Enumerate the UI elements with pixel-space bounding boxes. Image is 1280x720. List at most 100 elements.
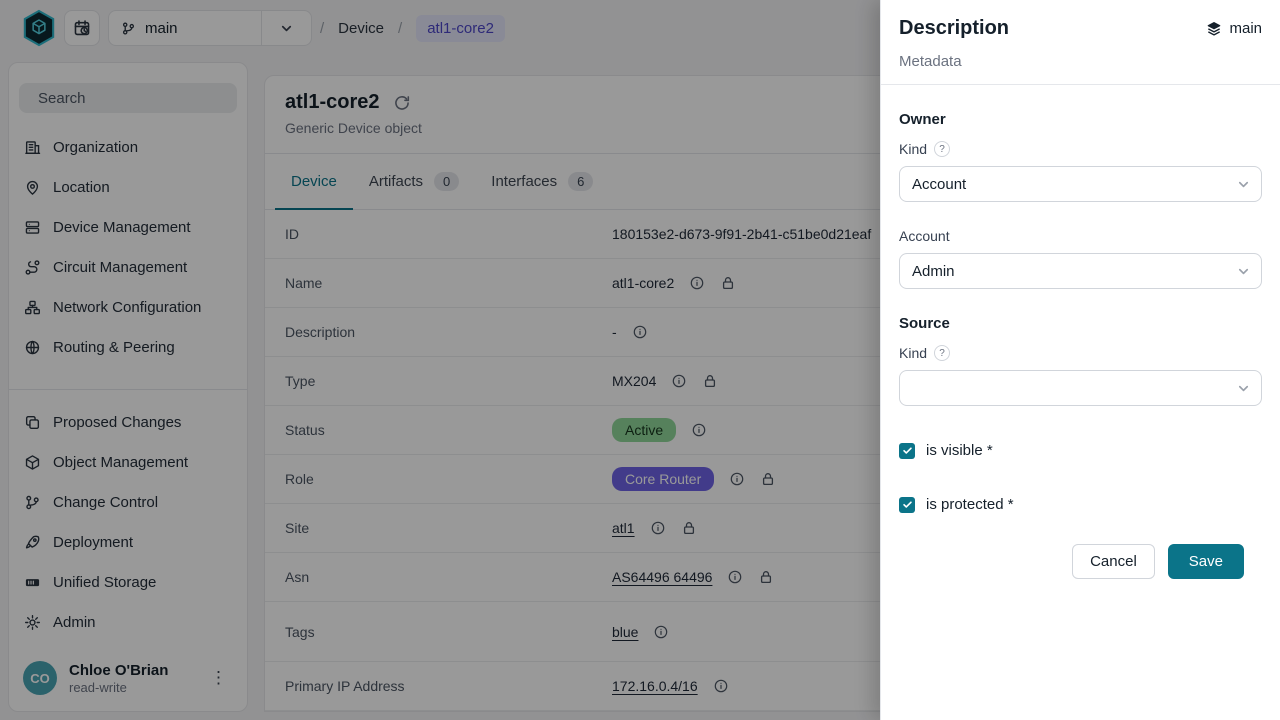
save-button[interactable]: Save <box>1167 544 1244 579</box>
owner-kind-select[interactable]: Account <box>899 166 1262 202</box>
table-row: Tags blue <box>265 602 1279 662</box>
sidebar-item-label: Object Management <box>53 453 189 471</box>
drawer-branch-label: main <box>1229 20 1262 37</box>
sidebar-item-location[interactable]: Location <box>9 167 247 207</box>
sidebar-item-unified-storage[interactable]: Unified Storage <box>9 562 247 602</box>
checkbox-checked-icon[interactable] <box>899 496 915 513</box>
sidebar-item-proposed-changes[interactable]: Proposed Changes <box>9 402 247 442</box>
cube-icon <box>25 454 40 470</box>
is-visible-checkbox-row[interactable]: is visible * <box>899 442 1262 459</box>
sidebar-item-circuit-management[interactable]: Circuit Management <box>9 247 247 287</box>
sidebar-item-organization[interactable]: Organization <box>9 127 247 167</box>
info-icon[interactable] <box>671 373 687 389</box>
breadcrumb-parent[interactable]: Device <box>338 19 385 37</box>
site-link[interactable]: atl1 <box>612 520 635 536</box>
sidebar-item-admin[interactable]: Admin <box>9 602 247 642</box>
drawer-header: Description main Metadata <box>881 0 1280 85</box>
sidebar-item-label: Device Management <box>53 218 191 236</box>
cancel-button[interactable]: Cancel <box>1072 544 1155 579</box>
owner-section-heading: Owner <box>899 111 946 128</box>
kebab-menu-icon[interactable]: ⋮ <box>210 668 227 687</box>
chevron-down-icon <box>1238 181 1249 187</box>
time-travel-button[interactable] <box>64 10 100 46</box>
table-row: Status Active <box>265 406 1279 455</box>
table-row: Role Core Router <box>265 455 1279 504</box>
info-icon[interactable] <box>713 678 729 694</box>
app-logo-icon[interactable] <box>22 9 56 47</box>
table-row: Asn AS64496 64496 <box>265 553 1279 602</box>
lock-icon <box>763 473 774 486</box>
sidebar-item-label: Routing & Peering <box>53 338 175 356</box>
lock-icon <box>761 571 772 584</box>
row-label: Asn <box>285 569 310 585</box>
sidebar-item-label: Proposed Changes <box>53 413 182 431</box>
avatar: CO <box>23 661 57 695</box>
info-icon[interactable] <box>689 275 705 291</box>
info-icon[interactable] <box>729 471 745 487</box>
status-badge: Active <box>612 418 677 442</box>
owner-kind-value: Account <box>912 175 967 193</box>
tag-link[interactable]: blue <box>612 623 639 640</box>
rocket-icon <box>25 535 40 549</box>
breadcrumb-current[interactable]: atl1-core2 <box>416 14 505 42</box>
row-label: Role <box>285 471 314 487</box>
user-name: Chloe O'Brian <box>69 661 169 679</box>
drawer-footer: Cancel Save <box>899 544 1262 579</box>
row-value: atl1-core2 <box>612 275 675 291</box>
chevron-down-icon <box>1238 385 1249 391</box>
table-row: Name atl1-core2 <box>265 259 1279 308</box>
map-pin-icon <box>26 180 39 195</box>
search-shortcut: ⌘K <box>246 90 247 106</box>
info-icon[interactable] <box>691 422 707 438</box>
source-kind-label: Kind <box>899 345 928 361</box>
tab-device[interactable]: Device <box>275 154 353 210</box>
gear-icon <box>25 614 40 630</box>
drawer-branch-badge: main <box>1206 20 1262 37</box>
info-icon[interactable] <box>650 520 666 536</box>
sidebar-item-object-management[interactable]: Object Management <box>9 442 247 482</box>
row-label: Description <box>285 324 356 340</box>
branch-selector[interactable]: main <box>108 10 312 46</box>
route-icon <box>25 259 40 275</box>
search-input[interactable] <box>38 89 237 107</box>
drawer-title: Description <box>899 17 1010 39</box>
checkbox-checked-icon[interactable] <box>899 442 915 459</box>
copy-diff-icon <box>25 415 40 429</box>
table-row: Type MX204 <box>265 357 1279 406</box>
help-icon[interactable]: ? <box>934 141 951 157</box>
info-icon[interactable] <box>653 624 669 640</box>
tab-artifacts[interactable]: Artifacts 0 <box>353 154 475 210</box>
branch-selector-value: main <box>145 19 178 37</box>
row-label: Type <box>285 373 316 389</box>
source-kind-select[interactable] <box>899 370 1262 406</box>
tab-label: Artifacts <box>368 173 424 190</box>
user-menu[interactable]: CO Chloe O'Brian read-write ⋮ <box>9 649 247 711</box>
tab-count-badge: 0 <box>434 172 460 191</box>
owner-account-select[interactable]: Admin <box>899 253 1262 289</box>
refresh-icon[interactable] <box>393 94 411 112</box>
lock-icon <box>723 277 734 290</box>
sidebar-item-network-configuration[interactable]: Network Configuration <box>9 287 247 327</box>
sidebar-item-label: Network Configuration <box>53 298 202 316</box>
sidebar-item-device-management[interactable]: Device Management <box>9 207 247 247</box>
sidebar-item-routing-peering[interactable]: Routing & Peering <box>9 327 247 367</box>
sidebar-item-deployment[interactable]: Deployment <box>9 522 247 562</box>
search-input-wrap[interactable]: ⌘K <box>19 83 247 113</box>
tab-interfaces[interactable]: Interfaces 6 <box>475 154 609 210</box>
sidebar-item-label: Admin <box>53 613 96 631</box>
table-row: Description - <box>265 308 1279 357</box>
sidebar-item-change-control[interactable]: Change Control <box>9 482 247 522</box>
help-icon[interactable]: ? <box>934 345 951 361</box>
branch-selector-toggle[interactable] <box>261 11 311 45</box>
is-protected-checkbox-row[interactable]: is protected * <box>899 496 1262 513</box>
tab-label: Interfaces <box>491 173 558 190</box>
asn-link[interactable]: AS64496 64496 <box>612 569 713 585</box>
sidebar-item-label: Change Control <box>53 493 159 511</box>
row-label: ID <box>285 226 299 242</box>
drawer-body: Owner Kind ? Account Account Admin Sourc… <box>881 85 1280 720</box>
primary-ip-link[interactable]: 172.16.0.4/16 <box>612 678 698 694</box>
lock-icon <box>683 522 694 535</box>
chevron-down-icon <box>281 25 292 31</box>
info-icon[interactable] <box>727 569 743 585</box>
info-icon[interactable] <box>632 324 648 340</box>
